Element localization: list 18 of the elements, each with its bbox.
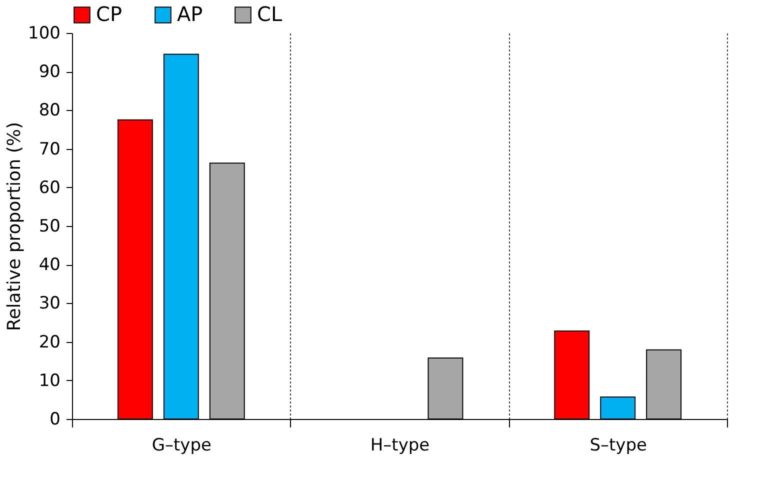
y-tick-label: 0 [50, 410, 60, 430]
y-tick-label: 10 [38, 370, 60, 391]
legend-label: AP [177, 2, 203, 26]
y-tick-label: 70 [38, 139, 60, 160]
y-tick-label: 80 [38, 100, 60, 121]
legend-label: CL [257, 2, 283, 26]
y-tick-label: 50 [38, 216, 60, 236]
y-tick-label: 60 [38, 178, 60, 198]
x-tick-label: H–type [370, 436, 430, 456]
y-tick-label: 30 [38, 294, 60, 314]
y-axis-title: Relative proportion (%) [4, 122, 26, 331]
y-tick-label: 40 [38, 255, 60, 276]
y-tick-label: 90 [38, 62, 60, 82]
x-tick-label: G–type [152, 436, 212, 456]
y-tick-label: 20 [38, 332, 60, 352]
x-tick-label: S–type [590, 436, 647, 456]
y-tick-label: 100 [28, 24, 60, 44]
legend-label: CP [96, 2, 122, 26]
